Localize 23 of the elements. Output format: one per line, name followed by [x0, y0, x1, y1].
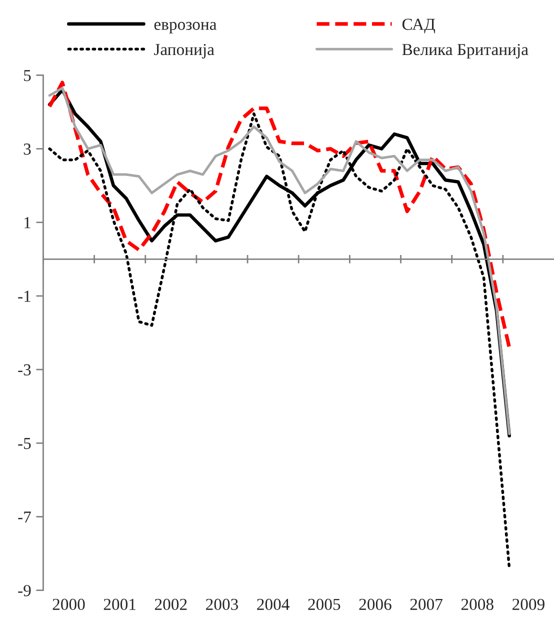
y-tick-label: 5 — [24, 70, 31, 82]
x-tick-label: 2005 — [308, 598, 340, 610]
y-tick-label: -5 — [18, 438, 31, 450]
legend-label: Велика Британија — [402, 44, 528, 59]
x-tick-label: 2009 — [512, 598, 544, 610]
x-tick-label: 2006 — [359, 598, 392, 610]
y-tick-label: 1 — [24, 217, 30, 228]
x-tick-label: 2001 — [104, 598, 136, 610]
y-tick-label: -7 — [18, 512, 31, 522]
y-tick-label: -1 — [18, 290, 30, 302]
line-series — [48, 80, 512, 350]
x-tick-label: 2003 — [206, 598, 238, 610]
x-tick-label: 2000 — [52, 598, 85, 610]
x-tick-label: 2002 — [154, 598, 187, 610]
x-tick-label: 2008 — [461, 598, 494, 610]
y-tick-label: -3 — [18, 364, 31, 376]
x-tick-label: 2004 — [257, 598, 290, 610]
x-tick-label: 2007 — [410, 598, 442, 610]
y-tick-label: 3 — [24, 144, 31, 155]
legend-label: САД — [402, 18, 436, 34]
legend-label: Јапонија — [154, 44, 214, 59]
legend-label: еврозона — [154, 22, 217, 34]
y-tick-label: -9 — [18, 585, 31, 596]
